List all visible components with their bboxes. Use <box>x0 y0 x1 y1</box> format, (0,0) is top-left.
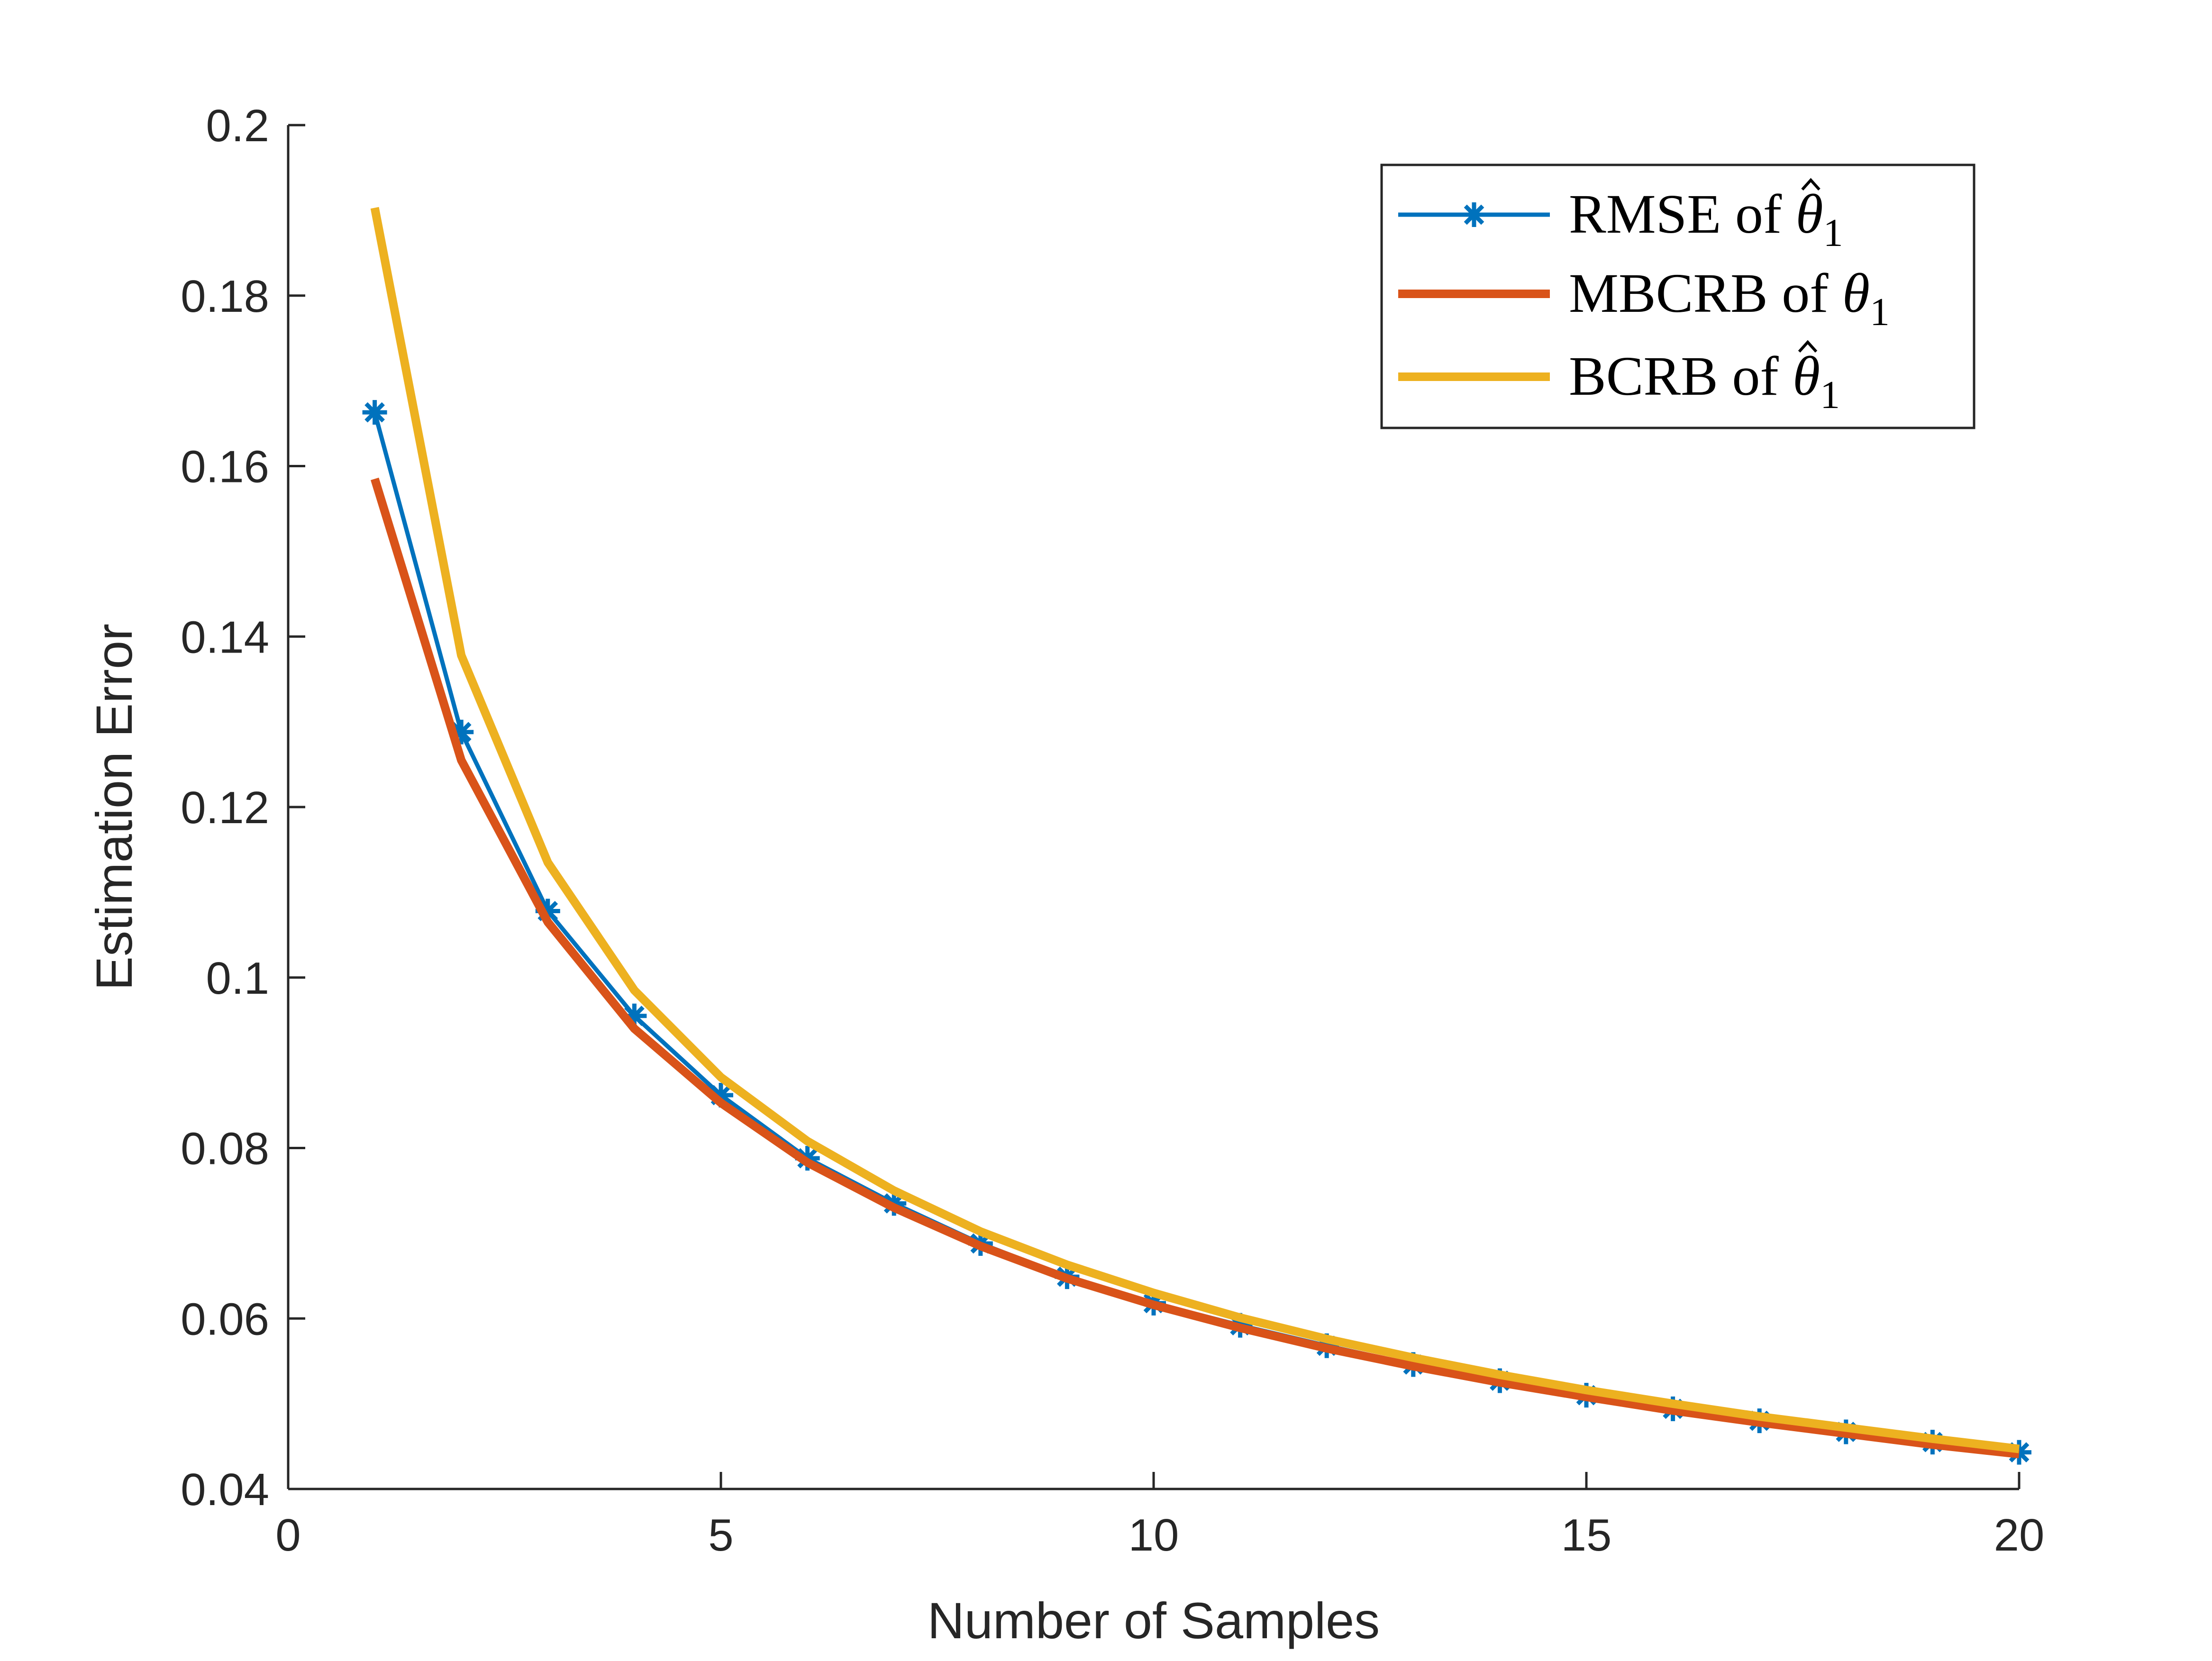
series-1 <box>370 477 2020 1459</box>
y-tick-label: 0.14 <box>181 612 269 663</box>
data-point <box>362 400 387 425</box>
y-tick-label: 0.06 <box>181 1294 269 1344</box>
series-layer <box>362 207 2031 1465</box>
legend-label-text: BCRB of <box>1569 345 1793 407</box>
legend-label-text: RMSE of <box>1569 183 1796 245</box>
y-tick-label: 0.12 <box>181 782 269 833</box>
x-tick-label: 0 <box>275 1510 300 1561</box>
series-2 <box>370 207 2020 1453</box>
y-tick-label: 0.1 <box>206 953 269 1004</box>
y-tick-label: 0.2 <box>206 100 269 151</box>
x-tick-label: 20 <box>1994 1510 2045 1561</box>
y-axis-label: Estimation Error <box>85 624 143 990</box>
series-line-2 <box>370 207 2020 1453</box>
y-tick-label: 0.16 <box>181 442 269 492</box>
legend-hat-accent <box>1798 340 1818 353</box>
series-line-1 <box>370 477 2020 1459</box>
y-tick-label: 0.18 <box>181 271 269 322</box>
marker-stroke <box>364 402 385 423</box>
legend-label-text: MBCRB of <box>1569 262 1842 324</box>
x-tick-label: 15 <box>1561 1510 1612 1561</box>
legend-entry-0: RMSE of θ1 <box>1398 178 1843 255</box>
hat-mark <box>1798 340 1818 353</box>
legend-hat-accent <box>1801 178 1821 191</box>
legend-label-subscript: 1 <box>1870 290 1890 334</box>
y-tick-label: 0.08 <box>181 1124 269 1174</box>
legend-label: RMSE of θ1 <box>1569 183 1843 255</box>
legend-label-subscript: 1 <box>1820 373 1840 417</box>
x-tick-label: 5 <box>708 1510 733 1561</box>
legend-label: BCRB of θ1 <box>1569 345 1840 417</box>
hat-mark <box>1801 178 1821 191</box>
legend-label-symbol: θ <box>1842 262 1870 324</box>
legend-entry-2: BCRB of θ1 <box>1398 340 1840 417</box>
x-axis-label: Number of Samples <box>928 1592 1380 1649</box>
x-tick-label: 10 <box>1129 1510 1179 1561</box>
axes-layer: 0 5 10 15 20 0.04 0.06 0.08 0.1 0.12 0.14 0.16 0.18 0… <box>181 100 2044 1561</box>
legend-label-symbol: θ <box>1796 183 1823 245</box>
legend-label-symbol: θ <box>1793 345 1820 407</box>
legend-label-subscript: 1 <box>1823 211 1843 255</box>
legend-entry-1: MBCRB of θ1 <box>1398 262 1890 334</box>
legend-marker-stroke <box>1464 204 1484 225</box>
y-tick-label: 0.04 <box>181 1464 269 1515</box>
legend-label: MBCRB of θ1 <box>1569 262 1890 334</box>
